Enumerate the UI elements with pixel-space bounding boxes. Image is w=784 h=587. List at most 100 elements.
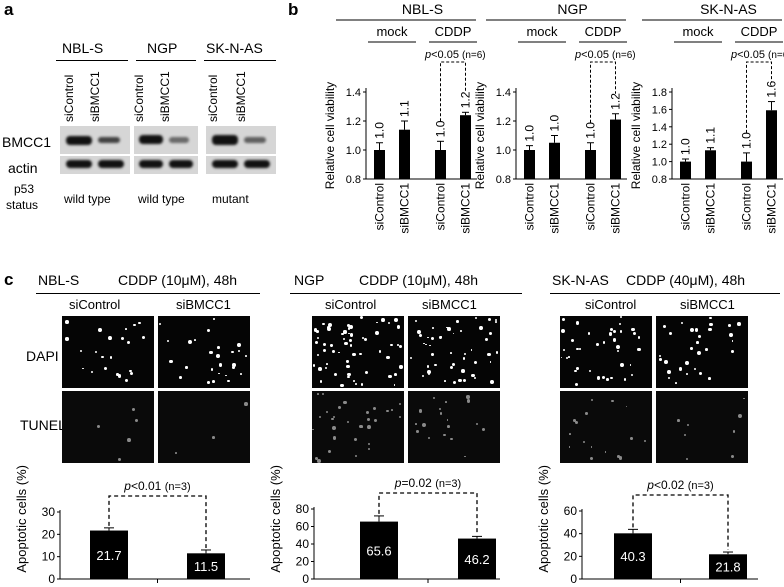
cell-nucleus — [615, 345, 620, 349]
cell-nucleus — [637, 336, 641, 339]
cell-nucleus — [604, 451, 607, 454]
cell-nucleus — [386, 355, 390, 360]
y-tick-label: 0.8 — [346, 174, 361, 186]
pvalue-label: p<0.02 (n=3) — [646, 478, 713, 492]
cell-nucleus — [629, 364, 632, 367]
bar — [187, 553, 225, 579]
cell-nucleus — [360, 425, 363, 428]
cell-nucleus — [206, 329, 210, 333]
cell-nucleus — [398, 415, 402, 419]
data-label: 1.0 — [373, 122, 387, 139]
cell-nucleus — [487, 318, 492, 322]
cell-nucleus — [443, 434, 446, 437]
cell-nucleus — [341, 332, 345, 336]
bar — [705, 150, 716, 179]
y-tick-label: 0 — [302, 572, 309, 586]
cell-nucleus — [576, 366, 579, 370]
cell-nucleus — [416, 330, 421, 335]
cell-nucleus — [494, 318, 497, 322]
blot-title-sknas: SK-N-AS — [206, 40, 263, 56]
cell-nucleus — [321, 393, 324, 396]
cell-nucleus — [430, 336, 434, 340]
micrograph-dapi — [158, 316, 250, 388]
pvalue-label: p<0.05 (n=6) — [424, 49, 486, 61]
chart-title: NGP — [557, 1, 587, 17]
cell-nucleus — [426, 365, 430, 369]
cell-nucleus — [399, 345, 402, 349]
cell-nucleus — [158, 323, 161, 325]
cell-nucleus — [318, 367, 322, 371]
cell-nucleus — [667, 376, 671, 379]
cell-nucleus — [167, 340, 170, 343]
cell-nucleus — [462, 357, 466, 361]
cell-nucleus — [353, 437, 357, 441]
data-label: 1.0 — [523, 125, 537, 142]
cell-nucleus — [574, 382, 579, 387]
cell-nucleus — [644, 439, 647, 443]
cell-nucleus — [697, 350, 702, 355]
bar — [766, 110, 777, 179]
cell-nucleus — [690, 346, 694, 350]
cell-nucleus — [605, 378, 609, 381]
cell-nucleus — [728, 324, 732, 328]
bar — [399, 129, 410, 179]
cell-nucleus — [731, 340, 734, 342]
data-label: 1.6 — [765, 81, 779, 98]
cell-nucleus — [225, 374, 227, 377]
cell-nucleus — [169, 359, 173, 363]
x-tick-label: siControl — [434, 183, 448, 230]
cell-nucleus — [98, 328, 102, 332]
cell-nucleus — [474, 316, 477, 319]
group-label-cddp: CDDP — [741, 24, 778, 39]
cell-nucleus — [489, 379, 494, 384]
cell-nucleus — [488, 331, 493, 336]
cell-nucleus — [338, 406, 342, 410]
cell-nucleus — [107, 336, 112, 341]
cell-nucleus — [422, 342, 425, 345]
bar — [460, 115, 471, 179]
x-tick-label: siBMCC1 — [398, 183, 412, 234]
cell-nucleus — [244, 354, 247, 357]
cell-nucleus — [633, 331, 637, 335]
cell-nucleus — [415, 320, 418, 323]
cell-nucleus — [65, 320, 69, 324]
micrograph-dapi — [408, 316, 500, 388]
cell-nucleus — [101, 355, 104, 359]
bar — [435, 150, 446, 179]
micro-col-label: siControl — [585, 297, 637, 312]
y-tick-label: 20 — [42, 527, 56, 541]
cell-nucleus — [232, 363, 237, 367]
cell-nucleus — [574, 421, 578, 425]
cell-nucleus — [473, 377, 476, 380]
cell-nucleus — [317, 392, 319, 395]
data-label: 1.2 — [459, 91, 473, 108]
y-axis-label: Apoptotic cells (%) — [268, 465, 283, 573]
cell-nucleus — [608, 332, 613, 336]
cell-nucleus — [418, 408, 423, 413]
cell-nucleus — [444, 380, 446, 382]
cell-nucleus — [348, 338, 353, 343]
cell-nucleus — [684, 361, 689, 366]
cell-nucleus — [394, 373, 398, 376]
cell-nucleus — [675, 381, 677, 384]
cell-nucleus — [365, 371, 369, 375]
cell-nucleus — [686, 373, 688, 376]
cell-nucleus — [681, 322, 684, 325]
cell-nucleus — [495, 351, 499, 354]
micrograph-tunel — [560, 391, 652, 463]
group-label-mock: mock — [376, 24, 408, 39]
cell-nucleus — [446, 326, 448, 329]
cell-nucleus — [312, 428, 314, 431]
cell-nucleus — [562, 348, 565, 352]
cell-nucleus — [560, 329, 565, 334]
cell-nucleus — [354, 454, 358, 457]
cell-nucleus — [375, 331, 379, 335]
panel-c-letter: c — [4, 270, 14, 289]
group-label-mock: mock — [526, 24, 558, 39]
cell-nucleus — [349, 344, 353, 347]
cell-nucleus — [343, 330, 347, 334]
cell-nucleus — [452, 332, 455, 335]
cell-nucleus — [211, 380, 215, 384]
western-blot-bmcc1-nbls — [60, 126, 130, 154]
western-blot-bmcc1-ngp — [134, 126, 198, 154]
